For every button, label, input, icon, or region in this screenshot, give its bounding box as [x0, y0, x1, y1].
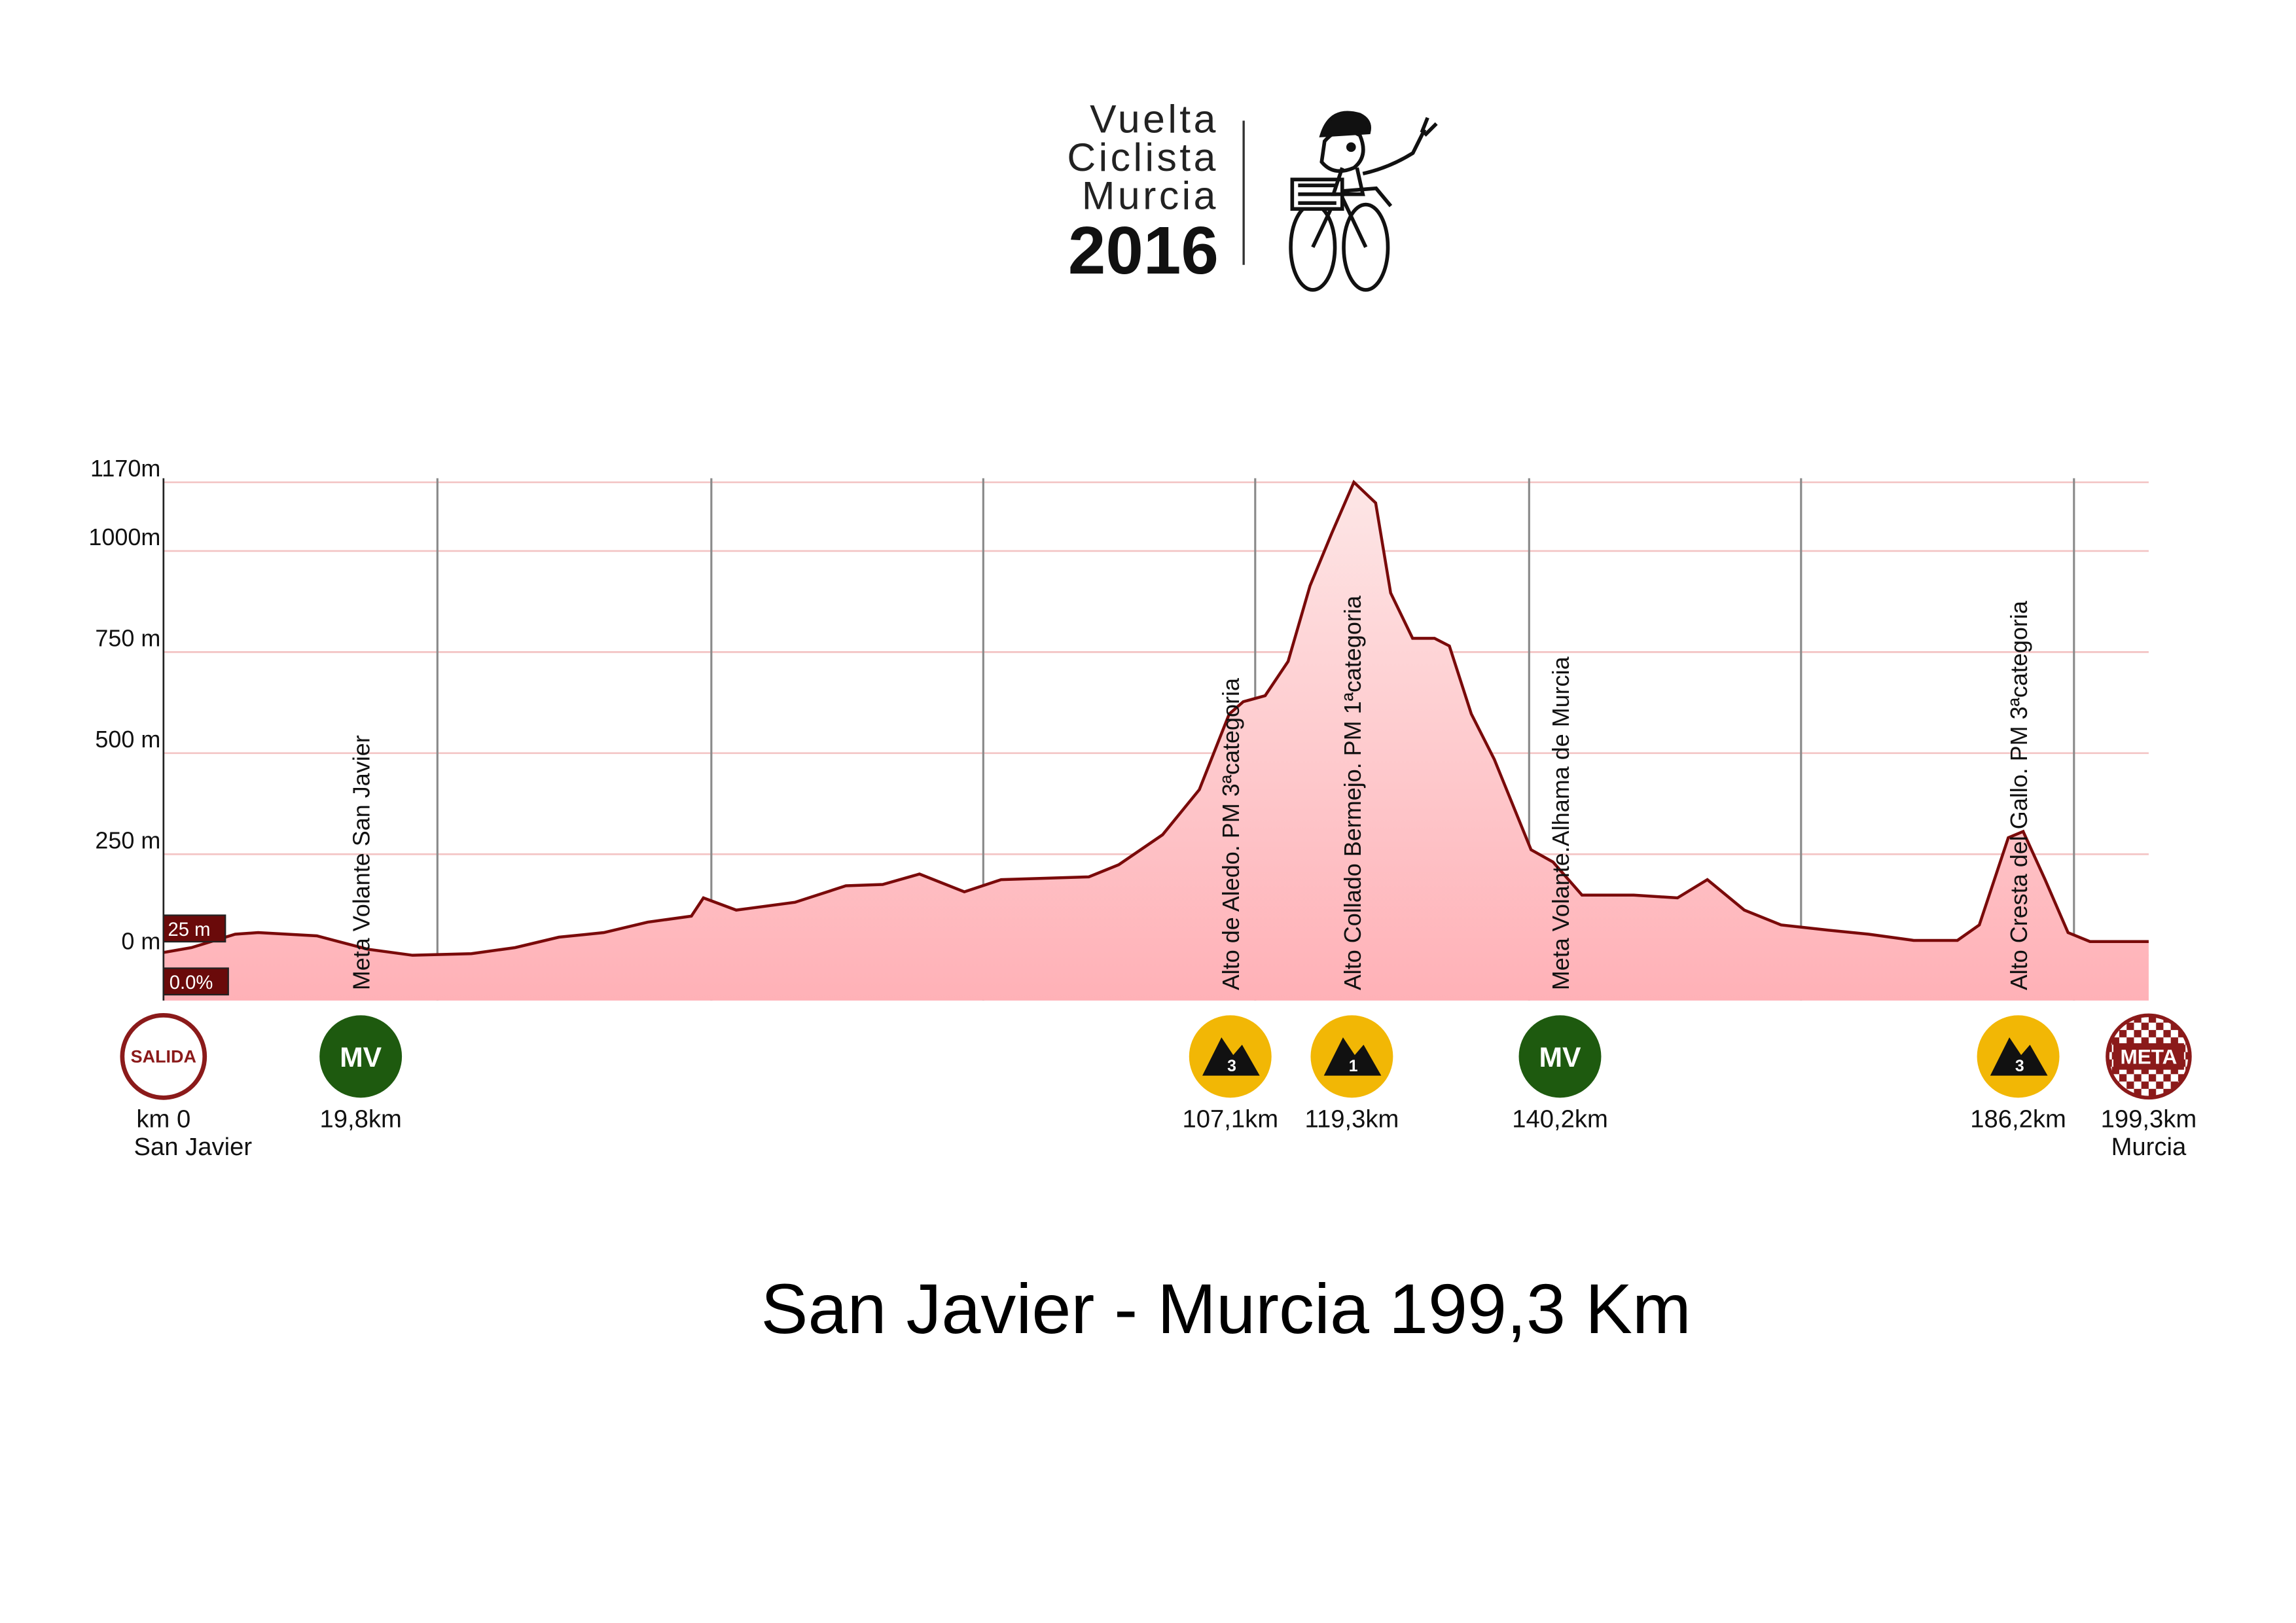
marker: Alto Cresta del Gallo. PM 3ªcategoria 3 18… — [1970, 601, 2066, 1133]
logo-line: Murcia — [1082, 173, 1219, 217]
marker-icon — [1518, 1015, 1602, 1098]
y-tick-label: 750 m — [95, 624, 160, 651]
logo-cyclist — [1289, 111, 1438, 292]
marker-km-label: 140,2km — [1512, 1105, 1608, 1133]
area-line — [163, 479, 2149, 957]
marker-mountain — [1323, 1037, 1382, 1076]
annotation: Alto Cresta del Gallo. PM 3ªcategoria — [2005, 601, 2032, 990]
logo-year: 2016 — [1068, 212, 1219, 288]
marker-band — [2113, 1043, 2184, 1070]
y-tick-label: 500 m — [95, 726, 160, 753]
annotation: Alto Collado Bermejo. PM 1ªcategoria — [1339, 596, 1366, 990]
area-fill — [163, 482, 2149, 1001]
marker-km-label: 107,1km — [1182, 1105, 1278, 1133]
readout-elevation: 25 m — [168, 919, 211, 940]
marker: Meta Volante San Javier MV 19,8km — [319, 735, 403, 1133]
marker-icon-label: MV — [1539, 1042, 1581, 1073]
y-tick-label: 1170m — [90, 455, 160, 482]
annotation: Meta Volante San Javier — [348, 735, 375, 990]
logo-line: Ciclista — [1067, 135, 1219, 179]
y-tick-label: 0 m — [121, 928, 160, 955]
marker-icon-label: 3 — [1227, 1058, 1236, 1075]
annotation: Meta Volante.Alhama de Murcia — [1547, 656, 1574, 990]
readout-box — [162, 914, 226, 943]
annotation: Alto de Aledo. PM 3ªcategoria — [1217, 678, 1244, 990]
marker: Meta Volante.Alhama de Murcia MV 140,2km — [1512, 656, 1608, 1133]
y-tick-label: 1000m — [88, 524, 160, 550]
marker-km-label: 19,8km — [319, 1105, 401, 1133]
readout-grade: 0.0% — [170, 972, 213, 993]
plot: 0 m 250 m 500 m 750 m 1000m 1170m 25 m 0.0% SALI… — [88, 455, 2197, 1161]
marker-place: Murcia — [2111, 1133, 2187, 1161]
marker-icon — [319, 1015, 403, 1098]
y-tick-label: 250 m — [95, 827, 160, 853]
marker-icon-label: MV — [340, 1042, 382, 1073]
marker-icon — [120, 1013, 207, 1100]
marker-icon-label: 3 — [2015, 1058, 2024, 1075]
marker-mountain — [1990, 1037, 2048, 1076]
marker-mountain — [1202, 1037, 1260, 1076]
readout-box — [162, 967, 229, 996]
marker-icon-label: SALIDA — [131, 1046, 196, 1066]
marker-km-label: 186,2km — [1970, 1105, 2066, 1133]
marker-place: San Javier — [134, 1133, 252, 1161]
marker-km-label: 119,3km — [1305, 1105, 1399, 1133]
logo: Vuelta Ciclista Murcia 2016 — [1067, 96, 1438, 292]
marker-km-label: km 0 — [136, 1105, 190, 1133]
chart-title: San Javier - Murcia 199,3 Km — [761, 1269, 1691, 1348]
marker-icon-label: META — [2121, 1046, 2178, 1069]
marker: Alto de Aledo. PM 3ªcategoria 3 107,1km — [1182, 678, 1278, 1133]
marker-icon-label: 1 — [1349, 1058, 1358, 1075]
marker: Alto Collado Bermejo. PM 1ªcategoria 1 119… — [1305, 596, 1399, 1133]
marker-km-label: 199,3km — [2101, 1105, 2197, 1133]
logo-line: Vuelta — [1090, 96, 1219, 141]
